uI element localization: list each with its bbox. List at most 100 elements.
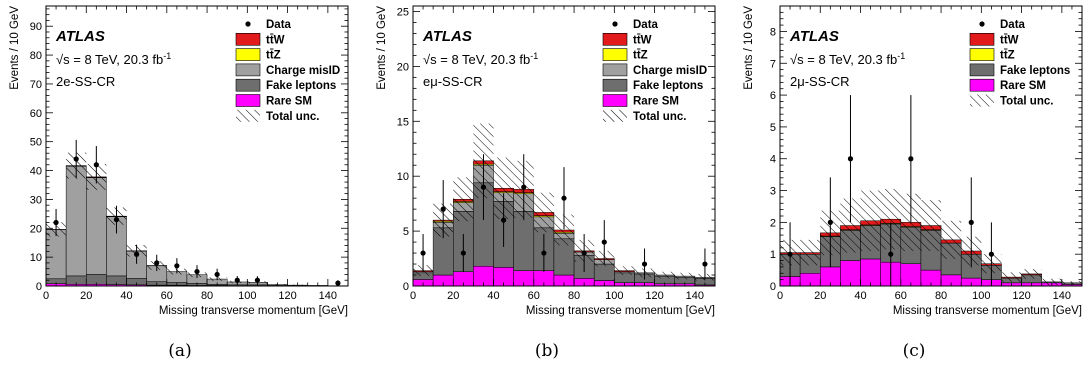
x-tick-label: 40 — [487, 290, 499, 302]
legend-swatch-fake — [969, 63, 995, 77]
uncertainty-band — [453, 177, 474, 222]
bar-misid — [65, 165, 87, 277]
legend-swatch-fake — [235, 78, 261, 92]
data-point — [581, 250, 587, 256]
data-point — [154, 260, 160, 266]
bar-fake — [593, 263, 615, 281]
legend-swatch-unc — [236, 109, 260, 122]
data-point — [988, 251, 995, 257]
y-axis-label: Events / 10 GeV — [376, 6, 388, 90]
chart-panel-1: 0 20 40 60 80 100 120 140 0 10 20 30 40 50 60 70 80 90 Mis… — [9, 5, 349, 317]
x-tick-label: 60 — [528, 290, 540, 302]
y-tick-label: 1 — [770, 249, 776, 261]
y-tick-label: 25 — [397, 6, 409, 18]
atlas-label: ATLAS — [422, 28, 472, 45]
uncertainty-band — [614, 266, 635, 276]
x-tick-label: 140 — [686, 290, 704, 302]
data-point — [908, 156, 914, 162]
data-point — [480, 184, 487, 190]
y-tick-label: 7 — [770, 58, 776, 70]
y-tick-label: 60 — [30, 108, 42, 120]
region-label: 2μ-SS-CR — [790, 74, 850, 89]
legend-label-misid: Charge misID — [633, 65, 707, 77]
x-tick-label: 80 — [935, 290, 947, 302]
data-point — [134, 251, 140, 257]
x-tick-label: 140 — [1053, 290, 1071, 302]
data-point — [254, 277, 260, 283]
y-tick-label: 90 — [30, 21, 42, 33]
data-point — [827, 219, 833, 225]
y-axis-label: Events / 10 GeV — [743, 6, 755, 90]
y-tick-label: 10 — [397, 171, 409, 183]
panel-label-c: (c) — [902, 341, 926, 361]
legend-label-fake: Fake leptons — [633, 80, 703, 92]
region-label: eμ-SS-CR — [423, 74, 483, 89]
data-point — [501, 217, 507, 223]
data-point — [194, 268, 200, 275]
legend-label-unc: Total unc. — [633, 111, 686, 123]
uncertainty-band — [941, 220, 962, 259]
x-tick-label: 20 — [447, 290, 459, 302]
legend-label-unc: Total unc. — [266, 111, 319, 123]
y-tick-label: 40 — [30, 166, 42, 178]
x-tick-label: 0 — [410, 290, 416, 302]
legend-marker-data — [979, 21, 985, 27]
bar-misid — [45, 229, 67, 280]
x-tick-label: 80 — [201, 290, 213, 302]
data-point — [234, 277, 240, 283]
uncertainty-band — [1021, 269, 1042, 279]
uncertainty-band — [800, 239, 821, 266]
uncertainty-band — [860, 190, 881, 251]
data-point — [460, 250, 466, 256]
energy-superscript: -1 — [530, 51, 538, 61]
x-tick-label: 40 — [120, 290, 132, 302]
y-tick-label: 10 — [30, 252, 42, 264]
legend-label-fake: Fake leptons — [266, 80, 336, 92]
y-tick-label: 70 — [30, 79, 42, 91]
x-tick-label: 20 — [814, 290, 826, 302]
data-point — [847, 156, 854, 162]
legend-label-rare: Rare SM — [266, 96, 312, 108]
y-tick-label: 50 — [30, 137, 42, 149]
uncertainty-band — [533, 192, 554, 233]
data-point — [420, 250, 426, 256]
y-tick-label: 6 — [770, 90, 776, 102]
bar-rare — [840, 260, 861, 287]
x-tick-label: 120 — [1012, 290, 1030, 302]
y-tick-label: 20 — [397, 61, 409, 73]
data-point — [174, 263, 180, 269]
x-tick-label: 0 — [43, 290, 49, 302]
x-axis-label: Missing transverse momentum [GeV] — [159, 305, 348, 317]
legend-label-rare: Rare SM — [1000, 80, 1046, 92]
atlas-label: ATLAS — [789, 28, 839, 45]
y-tick-label: 2 — [770, 217, 776, 229]
y-tick-label: 5 — [403, 226, 409, 238]
legend-swatch-rare — [235, 94, 261, 107]
chart-panel-3: 0 20 40 60 80 100 120 140 0 1 2 3 4 5 6 7 8 Missing trans… — [743, 5, 1083, 317]
uncertainty-band — [654, 271, 675, 279]
atlas-label: ATLAS — [55, 28, 105, 45]
y-tick-label: 4 — [770, 154, 776, 166]
legend-swatch-rare — [602, 94, 628, 107]
data-point — [521, 184, 527, 190]
legend-swatch-misid — [235, 63, 261, 77]
legend-label-data: Data — [1000, 19, 1026, 31]
legend-swatch-fake — [602, 78, 628, 92]
bar-rare — [860, 258, 881, 287]
data-point — [601, 239, 607, 245]
x-tick-label: 40 — [854, 290, 866, 302]
data-point — [787, 251, 793, 257]
legend-swatch-ttZ — [235, 48, 261, 61]
x-tick-label: 60 — [895, 290, 907, 302]
uncertainty-band — [840, 198, 861, 253]
energy-label: √s = 8 TeV, 20.3 fb-1 — [423, 51, 538, 67]
energy-label: √s = 8 TeV, 20.3 fb-1 — [790, 51, 905, 67]
y-tick-label: 0 — [770, 281, 776, 293]
legend-marker-data — [245, 21, 251, 27]
legend-swatch-ttZ — [969, 48, 995, 61]
data-point — [93, 162, 99, 168]
legend-label-ttZ: tt̄Z — [633, 50, 648, 62]
legend-label-fake: Fake leptons — [1000, 65, 1070, 77]
legend-label-misid: Charge misID — [266, 65, 340, 77]
